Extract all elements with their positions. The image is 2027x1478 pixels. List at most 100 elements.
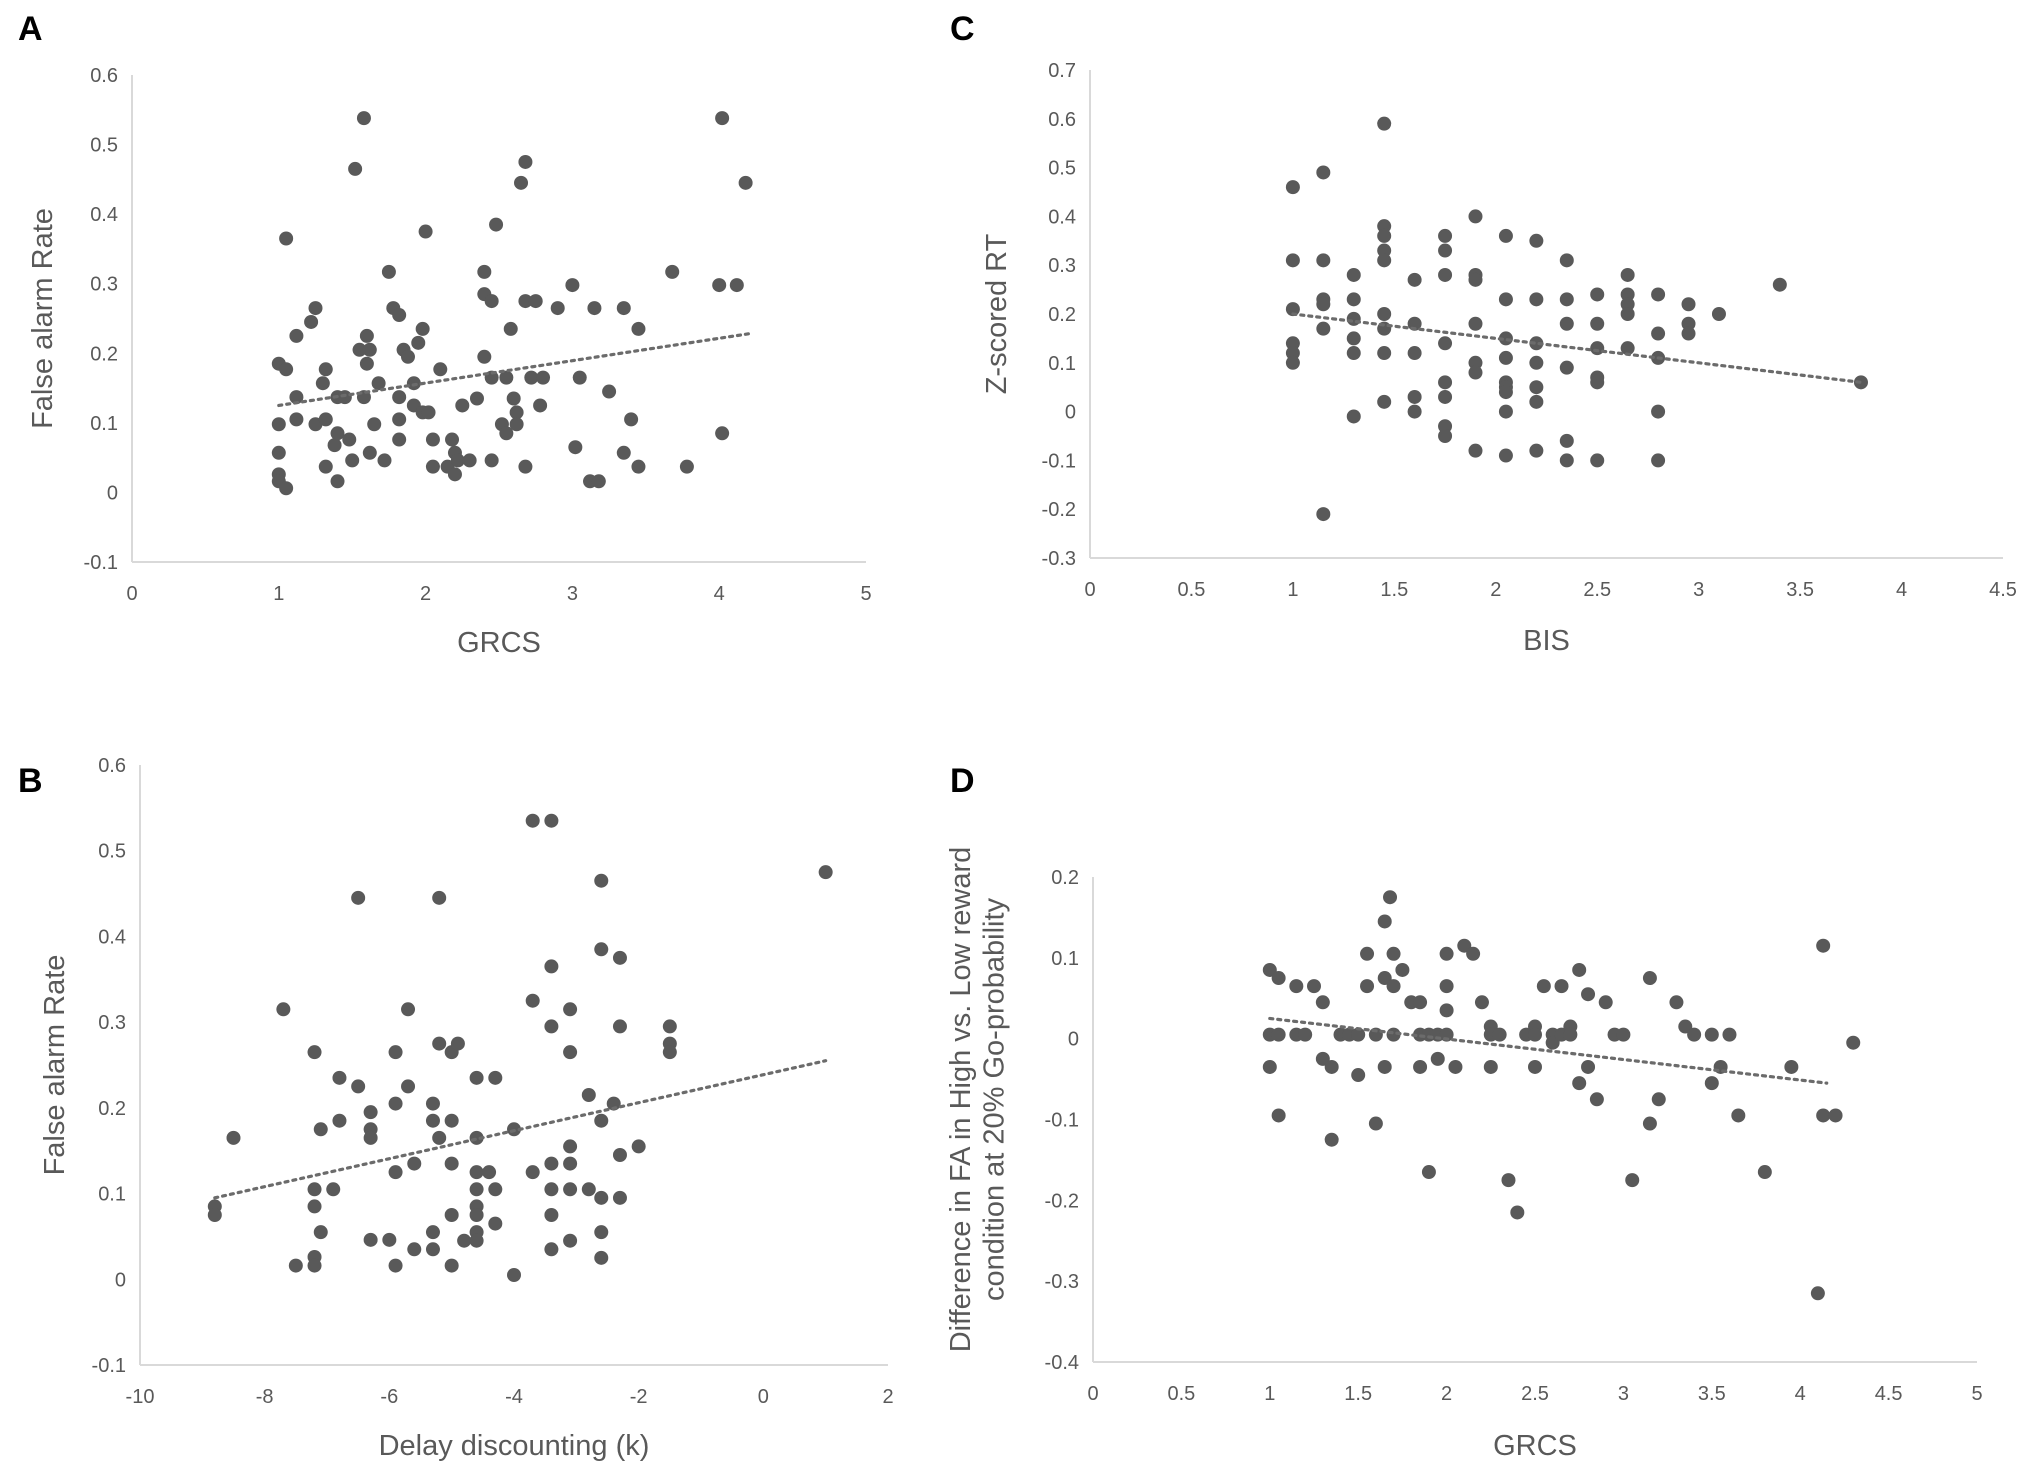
data-point [1528, 1059, 1542, 1074]
x-tick-label: 2 [420, 583, 431, 605]
x-tick-label: 1 [1264, 1383, 1275, 1405]
data-point [715, 426, 730, 441]
data-point [1430, 1051, 1445, 1066]
data-point [550, 301, 565, 316]
data-point [616, 301, 631, 316]
data-point [1642, 1116, 1657, 1131]
data-point [1324, 1059, 1339, 1074]
data-point [1651, 404, 1666, 419]
data-point [1559, 292, 1574, 307]
y-tick-label: 0 [1068, 1029, 1079, 1051]
data-point [1651, 287, 1666, 302]
data-point [818, 865, 833, 880]
data-point [359, 328, 374, 343]
y-axis-title: Z-scored RT [981, 233, 1013, 394]
data-point [1316, 165, 1331, 180]
data-point [544, 1208, 559, 1222]
data-point [503, 321, 518, 336]
data-point [482, 1165, 497, 1180]
data-point [352, 342, 367, 357]
data-point [1439, 1003, 1454, 1018]
data-point [1687, 1027, 1702, 1042]
x-tick-label: 3 [1618, 1383, 1629, 1405]
data-point [382, 1232, 397, 1247]
data-point [315, 376, 330, 391]
data-point [509, 405, 524, 420]
data-point [631, 1139, 646, 1154]
y-axis-title-line: condition at 20% Go-probability [978, 897, 1010, 1301]
x-tick-label: 2 [882, 1386, 893, 1408]
data-point [279, 481, 294, 496]
data-point [1438, 267, 1453, 282]
data-point [594, 1113, 609, 1128]
data-point [1316, 253, 1331, 268]
data-point [388, 1045, 403, 1060]
data-point [469, 391, 484, 406]
data-point [363, 1232, 378, 1247]
data-point [679, 459, 694, 474]
data-point [313, 1122, 328, 1137]
data-point [406, 376, 421, 391]
y-tick-label: 0 [1065, 402, 1076, 424]
data-point [469, 1165, 484, 1180]
data-point [425, 1242, 440, 1257]
data-point [1413, 995, 1428, 1010]
data-point [1324, 1132, 1339, 1147]
data-point [499, 426, 514, 441]
x-tick-label: 1.5 [1380, 579, 1408, 601]
data-point [544, 1182, 559, 1197]
data-point [318, 362, 333, 377]
y-tick-label: 0.3 [98, 1012, 126, 1034]
x-tick-label: 1.5 [1344, 1383, 1372, 1405]
trendline [1268, 1016, 1829, 1085]
data-point [388, 1165, 403, 1180]
data-point [509, 417, 524, 432]
data-point [524, 370, 539, 385]
data-point [271, 445, 286, 460]
data-point [563, 1045, 578, 1060]
panel-letter-a: A [18, 10, 43, 48]
x-axis-title: GRCS [1493, 1430, 1577, 1462]
y-tick-label: -0.2 [1042, 499, 1076, 521]
x-tick-label: 2.5 [1521, 1383, 1549, 1405]
chart-panel-c: C -0.3 -0.2 -0.1 0 0.1 0.2 0.3 0.4 0.5 0.6 0.7 0 0.5 1… [950, 10, 2017, 657]
data-point [1483, 1059, 1498, 1074]
x-tick-label: 4 [1896, 579, 1907, 601]
data-point [455, 398, 470, 413]
x-tick-label: -6 [380, 1386, 398, 1408]
data-point [1438, 389, 1453, 404]
data-point [279, 231, 294, 246]
data-point [1590, 341, 1605, 356]
data-point [1438, 419, 1453, 434]
data-point [587, 301, 602, 316]
data-point [444, 1113, 459, 1128]
x-tick-label: 0 [758, 1386, 769, 1408]
data-point [528, 294, 543, 309]
data-point [662, 1019, 677, 1034]
data-point [484, 294, 499, 309]
data-point [359, 356, 374, 371]
data-point [518, 154, 533, 169]
data-point [450, 453, 465, 468]
data-point [1407, 272, 1422, 287]
data-point [1651, 1092, 1666, 1107]
data-point [289, 328, 304, 343]
data-point [1772, 277, 1787, 292]
data-point [371, 376, 386, 391]
data-point [563, 1233, 578, 1248]
y-tick-label: -0.3 [1045, 1271, 1079, 1293]
data-point [563, 1139, 578, 1154]
data-point [1529, 443, 1544, 458]
y-tick-label: -0.1 [84, 552, 118, 574]
data-point [1468, 443, 1483, 458]
data-point [581, 1182, 596, 1197]
data-point [1377, 228, 1392, 243]
data-point [330, 474, 345, 489]
data-point [279, 362, 294, 377]
data-point [729, 278, 744, 293]
data-point [1620, 267, 1635, 282]
data-point [1407, 404, 1422, 419]
x-tick-label: 2 [1441, 1383, 1452, 1405]
x-tick-label: 4.5 [1989, 579, 2017, 601]
chart-panel-b: B -0.1 0 0.1 0.2 0.3 0.4 0.5 0.6 -10 -8 -6 -4 -2 0 2 Del… [18, 755, 894, 1462]
